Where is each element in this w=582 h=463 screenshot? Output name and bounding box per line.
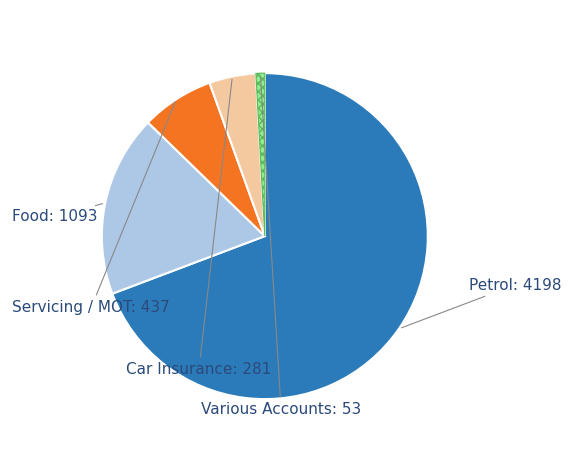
Wedge shape <box>102 123 265 294</box>
Text: Servicing / MOT: 437: Servicing / MOT: 437 <box>12 102 175 315</box>
Wedge shape <box>148 83 265 236</box>
Text: Petrol: 4198: Petrol: 4198 <box>402 277 561 328</box>
Text: Car Insurance: 281: Car Insurance: 281 <box>126 79 272 377</box>
Wedge shape <box>256 73 265 236</box>
Wedge shape <box>210 74 265 236</box>
Text: Various Accounts: 53: Various Accounts: 53 <box>201 76 361 417</box>
Text: Food: 1093: Food: 1093 <box>12 204 102 224</box>
Wedge shape <box>112 73 428 399</box>
